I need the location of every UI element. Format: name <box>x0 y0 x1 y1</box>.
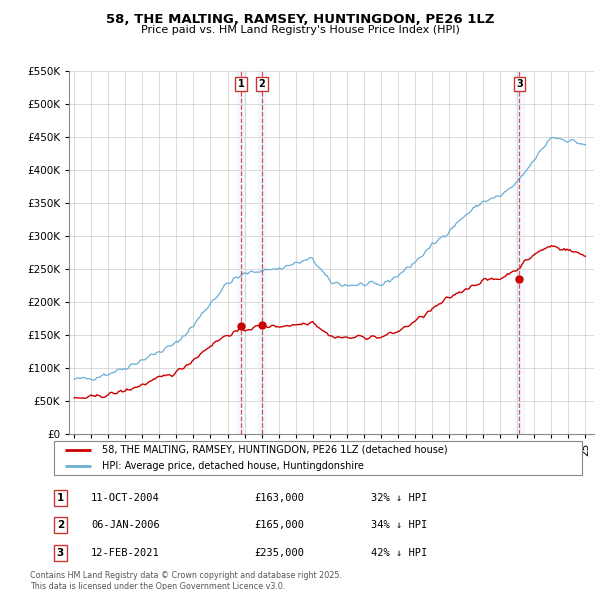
Text: Contains HM Land Registry data © Crown copyright and database right 2025.
This d: Contains HM Land Registry data © Crown c… <box>30 571 342 590</box>
Text: 2: 2 <box>259 79 265 89</box>
Text: 1: 1 <box>238 79 244 89</box>
Bar <box>515 71 524 434</box>
Text: 42% ↓ HPI: 42% ↓ HPI <box>371 548 427 558</box>
Text: 06-JAN-2006: 06-JAN-2006 <box>91 520 160 530</box>
Text: 3: 3 <box>57 548 64 558</box>
Text: 58, THE MALTING, RAMSEY, HUNTINGDON, PE26 1LZ (detached house): 58, THE MALTING, RAMSEY, HUNTINGDON, PE2… <box>101 445 447 455</box>
Bar <box>257 71 266 434</box>
Text: £163,000: £163,000 <box>254 493 305 503</box>
Text: 34% ↓ HPI: 34% ↓ HPI <box>371 520 427 530</box>
Text: 58, THE MALTING, RAMSEY, HUNTINGDON, PE26 1LZ: 58, THE MALTING, RAMSEY, HUNTINGDON, PE2… <box>106 13 494 26</box>
Text: 1: 1 <box>57 493 64 503</box>
Bar <box>236 71 245 434</box>
Text: 11-OCT-2004: 11-OCT-2004 <box>91 493 160 503</box>
Text: £165,000: £165,000 <box>254 520 305 530</box>
Text: Price paid vs. HM Land Registry's House Price Index (HPI): Price paid vs. HM Land Registry's House … <box>140 25 460 35</box>
Text: 12-FEB-2021: 12-FEB-2021 <box>91 548 160 558</box>
Text: HPI: Average price, detached house, Huntingdonshire: HPI: Average price, detached house, Hunt… <box>101 461 364 471</box>
Text: 2: 2 <box>57 520 64 530</box>
Text: 32% ↓ HPI: 32% ↓ HPI <box>371 493 427 503</box>
Text: £235,000: £235,000 <box>254 548 305 558</box>
Text: 3: 3 <box>516 79 523 89</box>
